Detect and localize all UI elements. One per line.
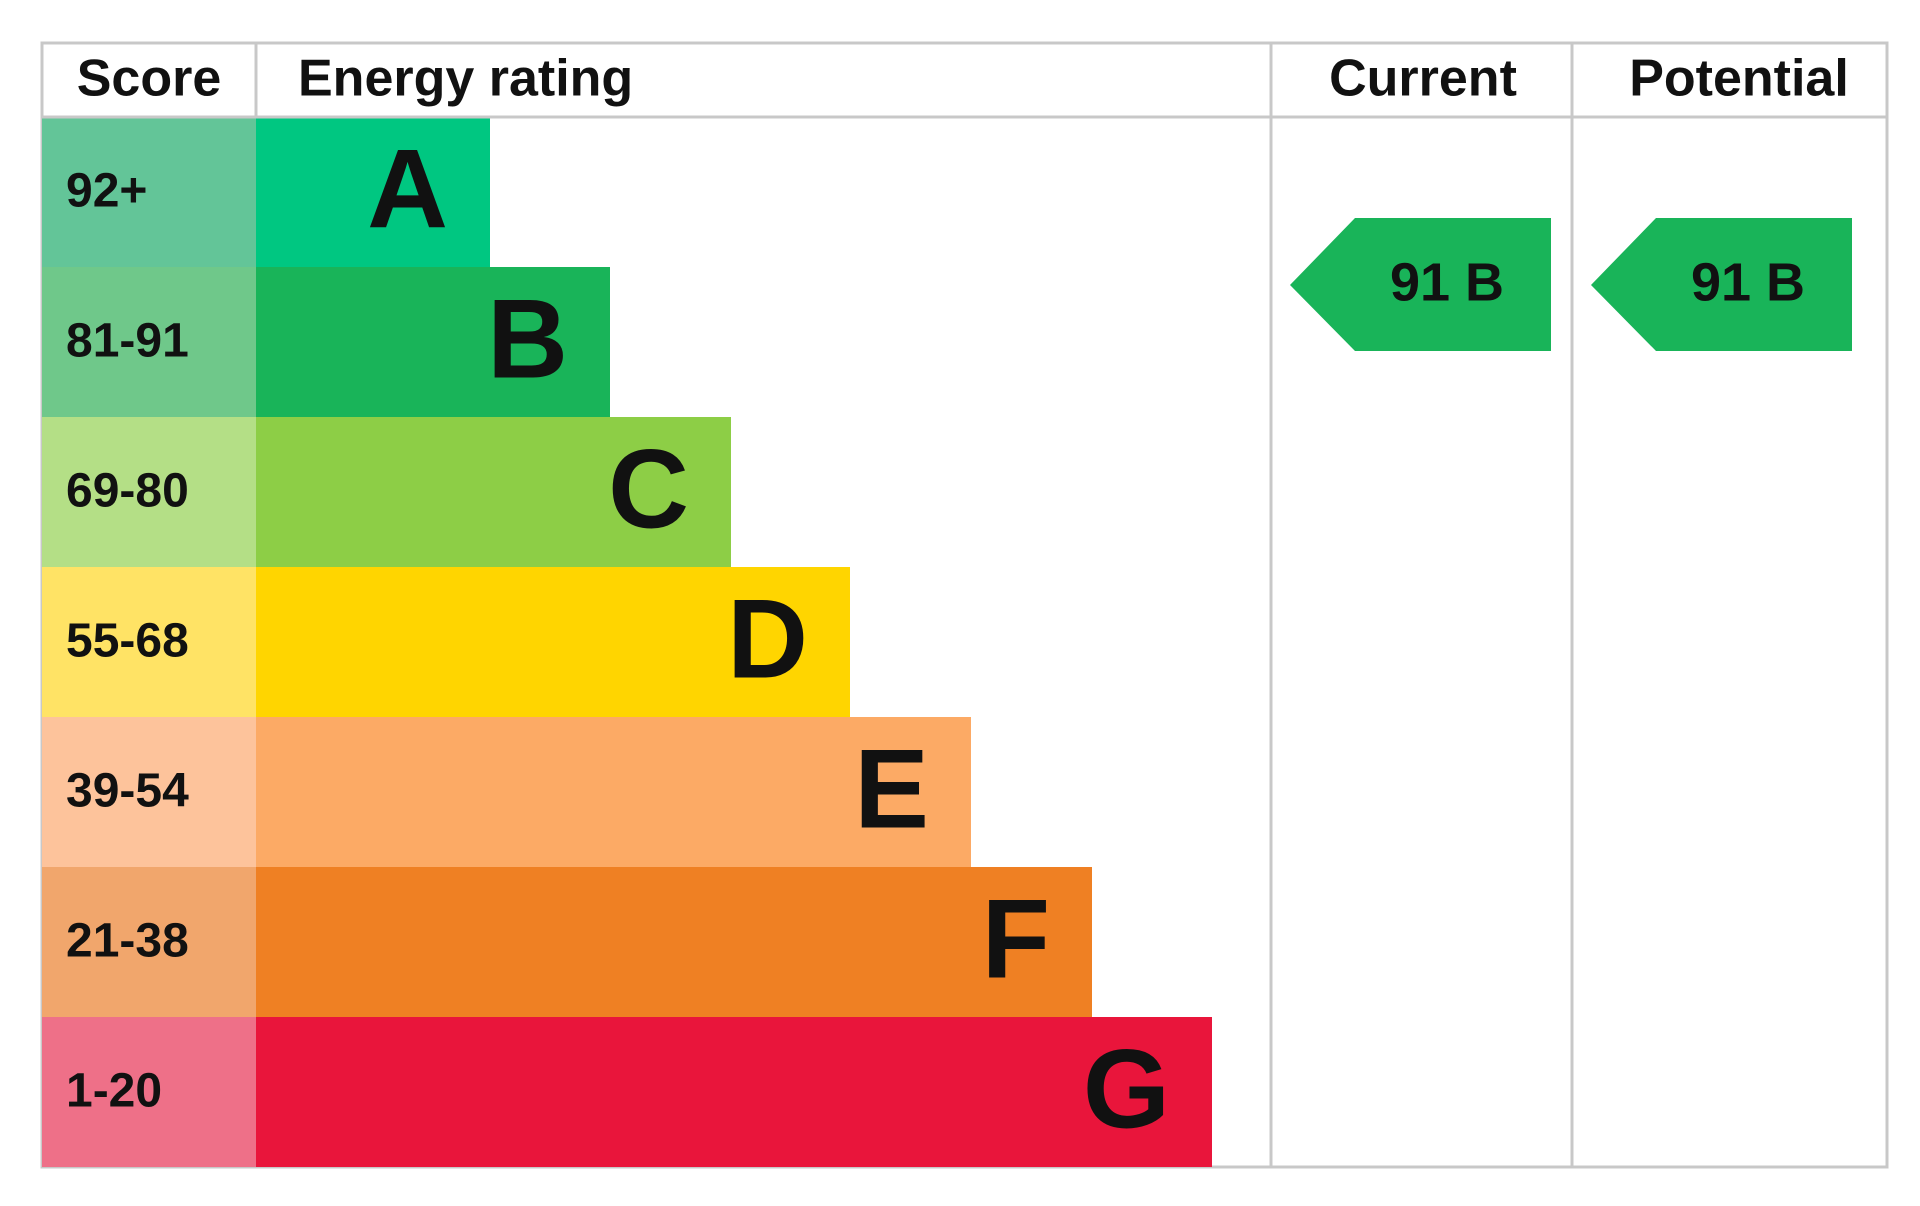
rating-letter: C bbox=[608, 427, 689, 552]
rating-bar bbox=[256, 117, 490, 267]
header-score: Score bbox=[77, 50, 222, 108]
rating-bar bbox=[256, 717, 971, 867]
score-label: 92+ bbox=[66, 165, 147, 218]
rating-letter: F bbox=[982, 877, 1050, 1002]
score-label: 21-38 bbox=[66, 915, 189, 968]
score-label: 39-54 bbox=[66, 765, 189, 818]
rating-letter: E bbox=[854, 727, 929, 852]
score-cell bbox=[42, 267, 256, 417]
score-label: 1-20 bbox=[66, 1065, 162, 1118]
score-cell bbox=[42, 867, 256, 1017]
score-cell bbox=[42, 717, 256, 867]
header-energy-rating: Energy rating bbox=[298, 50, 633, 108]
rating-bar bbox=[256, 867, 1092, 1017]
score-label: 55-68 bbox=[66, 615, 189, 668]
current-arrow bbox=[1290, 218, 1551, 351]
current-rating: 91 B bbox=[1390, 252, 1504, 312]
potential-arrow bbox=[1591, 218, 1852, 351]
rating-bar bbox=[256, 267, 610, 417]
rating-bar bbox=[256, 417, 731, 567]
rating-bar bbox=[256, 1017, 1212, 1167]
rating-bar bbox=[256, 567, 850, 717]
rating-letter: G bbox=[1083, 1027, 1170, 1152]
rating-letter: D bbox=[727, 577, 808, 702]
score-label: 81-91 bbox=[66, 315, 189, 368]
header-current: Current bbox=[1329, 50, 1517, 108]
header-potential: Potential bbox=[1629, 50, 1849, 108]
rating-letter: A bbox=[367, 127, 448, 252]
score-cell bbox=[42, 117, 256, 267]
potential-rating: 91 B bbox=[1691, 252, 1805, 312]
score-label: 69-80 bbox=[66, 465, 189, 518]
score-cell bbox=[42, 417, 256, 567]
score-cell bbox=[42, 567, 256, 717]
score-cell bbox=[42, 1017, 256, 1167]
rating-letter: B bbox=[487, 277, 568, 402]
